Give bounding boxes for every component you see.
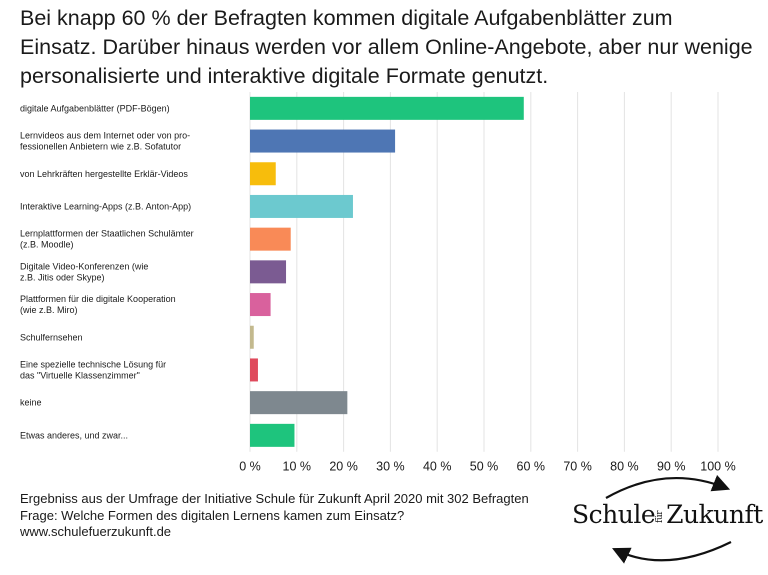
- x-tick-label: 70 %: [563, 460, 592, 474]
- x-tick-label: 10 %: [283, 460, 312, 474]
- category-label: (wie z.B. Miro): [20, 305, 78, 315]
- logo-fuer: für: [655, 510, 666, 523]
- x-tick-label: 20 %: [329, 460, 358, 474]
- bar: [250, 391, 348, 415]
- bar: [250, 227, 291, 251]
- footer-source: Ergebniss aus der Umfrage der Initiative…: [20, 491, 529, 506]
- bar: [250, 358, 258, 382]
- logo-arrows-icon: [605, 474, 732, 564]
- category-label: keine: [20, 398, 42, 408]
- category-label: Etwas anderes, und zwar...: [20, 430, 128, 440]
- category-label: Interaktive Learning-Apps (z.B. Anton-Ap…: [20, 201, 191, 211]
- logo-schule: Schule: [572, 500, 656, 529]
- bar: [250, 325, 254, 349]
- category-label: Lernplattformen der Staatlichen Schulämt…: [20, 229, 194, 239]
- category-labels: digitale Aufgabenblätter (PDF-Bögen) Lern…: [20, 103, 194, 440]
- bar: [250, 162, 276, 186]
- footer-website: www.schulefuerzukunft.de: [20, 524, 172, 539]
- bar: [250, 129, 396, 153]
- bar: [250, 194, 353, 218]
- bars: [250, 96, 524, 447]
- x-tick-label: 40 %: [423, 460, 452, 474]
- chart-title: Bei knapp 60 % der Befragten kommen digi…: [20, 6, 753, 88]
- category-label: Plattformen für die digitale Kooperation: [20, 294, 176, 304]
- x-tick-labels: 0 % 10 % 20 % 30 % 40 % 50 % 60 % 70 % 80 % 90 % 1…: [239, 460, 736, 474]
- category-label: digitale Aufgabenblätter (PDF-Bögen): [20, 103, 170, 113]
- category-label: fessionellen Anbietern wie z.B. Sofatuto…: [20, 142, 181, 152]
- bar-chart: digitale Aufgabenblätter (PDF-Bögen) Lern…: [20, 92, 736, 474]
- category-label: z.B. Jitis oder Skype): [20, 272, 105, 282]
- footer: Ergebniss aus der Umfrage der Initiative…: [20, 491, 529, 541]
- category-label: (z.B. Moodle): [20, 240, 74, 250]
- x-tick-label: 0 %: [239, 460, 261, 474]
- logo-zukunft: Zukunft: [666, 500, 763, 529]
- x-tick-label: 100 %: [700, 460, 735, 474]
- category-label: Schulfernsehen: [20, 332, 83, 342]
- bar: [250, 260, 287, 284]
- category-label: von Lehrkräften hergestellte Erklär-Vide…: [20, 169, 188, 179]
- category-label: das "Virtuelle Klassenzimmer": [20, 370, 140, 380]
- x-tick-label: 80 %: [610, 460, 639, 474]
- category-label: Lernvideos aus dem Internet oder von pro…: [20, 131, 190, 141]
- bar: [250, 96, 524, 120]
- logo-text: SchulefürZukunft: [572, 500, 763, 529]
- category-label: Digitale Video-Konferenzen (wie: [20, 261, 148, 271]
- x-tick-label: 90 %: [657, 460, 686, 474]
- bar: [250, 423, 295, 447]
- footer-question: Frage: Welche Formen des digitalen Lerne…: [20, 507, 405, 523]
- x-tick-label: 50 %: [470, 460, 499, 474]
- logo: SchulefürZukunft: [566, 470, 766, 570]
- x-tick-label: 30 %: [376, 460, 405, 474]
- bar: [250, 293, 271, 317]
- category-label: Eine spezielle technische Lösung für: [20, 359, 166, 369]
- x-tick-label: 60 %: [517, 460, 546, 474]
